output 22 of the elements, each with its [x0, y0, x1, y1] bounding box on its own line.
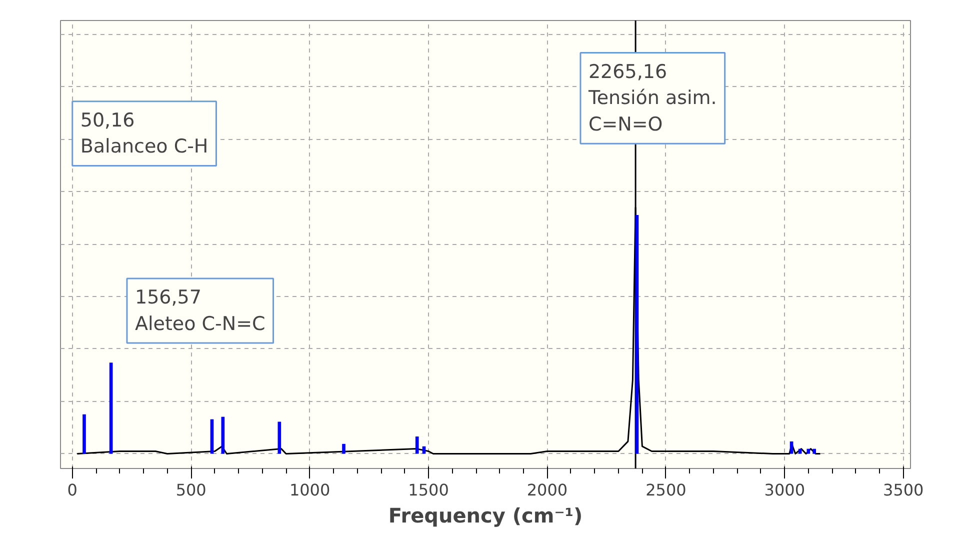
bar: [806, 448, 810, 454]
bar: [635, 214, 639, 454]
bar: [415, 436, 419, 454]
x-tick-label: 500: [176, 480, 206, 500]
bar: [82, 414, 86, 454]
bar: [342, 444, 346, 454]
x-tick-label: 1000: [289, 480, 330, 500]
bar: [812, 448, 816, 454]
text: 2265,16 Tensión asim. C=N=O: [587, 60, 717, 136]
bar: [221, 416, 225, 454]
x-axis-title: Frequency (cm⁻¹): [388, 504, 583, 528]
annotation: 156,57 Aleteo C-N=C: [134, 286, 266, 335]
bar: [278, 422, 282, 454]
x-tick-label: 1500: [408, 480, 449, 500]
bar: [798, 448, 802, 454]
x-tick-label: 2000: [526, 480, 568, 500]
x-tick-label: 0: [67, 480, 78, 500]
x-tick-label: 3500: [883, 480, 924, 500]
x-tick-label: 2500: [646, 480, 686, 500]
x-tick-label: 3000: [764, 480, 806, 500]
bar: [109, 362, 113, 454]
text: 50,16 Balanceo C-H: [80, 109, 208, 158]
